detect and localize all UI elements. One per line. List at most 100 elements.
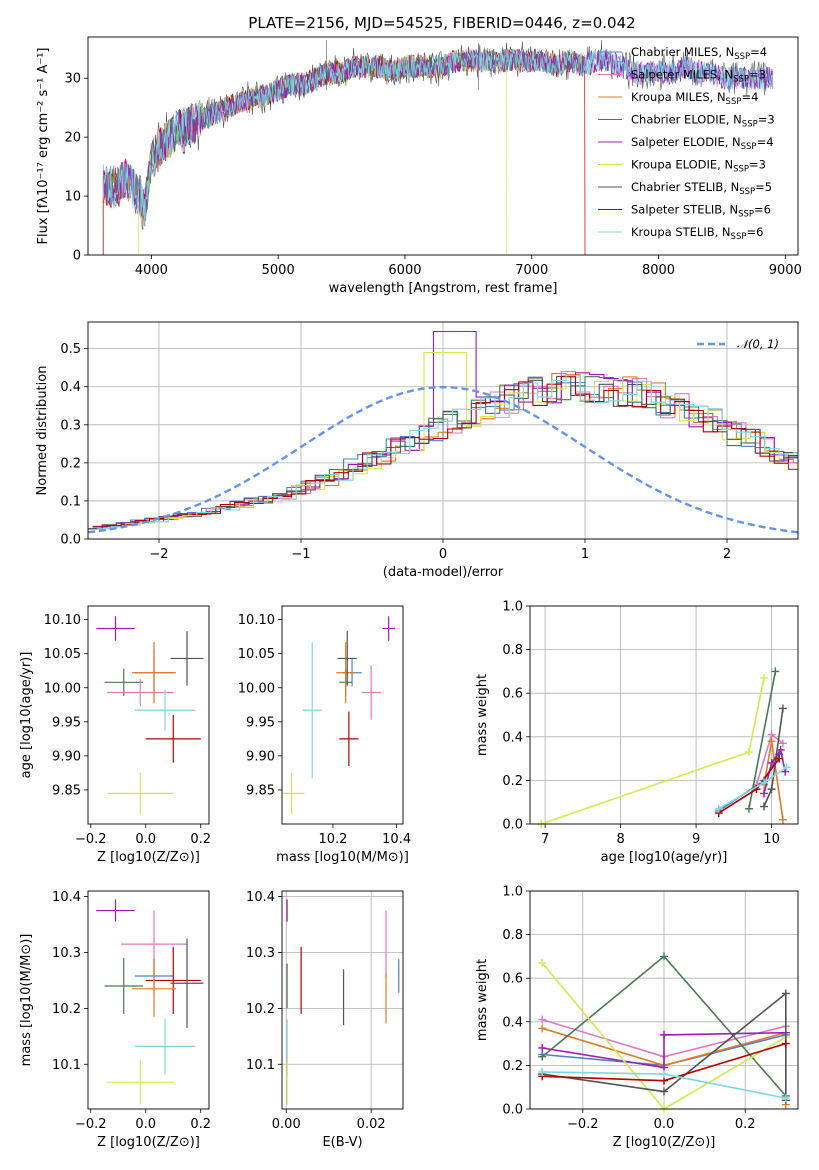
spectrum-series-line: [102, 48, 773, 227]
error-bar-point: [337, 631, 357, 686]
x-tick-label: 8: [616, 832, 624, 847]
error-bar-point: [145, 946, 201, 1014]
y-tick-label: 0.6: [502, 972, 523, 987]
normal-curve: [88, 385, 798, 534]
y-tick-label: 20: [64, 131, 81, 146]
x-tick-label: 0.2: [190, 832, 211, 847]
figure-title: PLATE=2156, MJD=54525, FIBERID=0446, z=0…: [248, 14, 635, 32]
x-tick-label: −2: [149, 547, 168, 562]
error-bar-point: [170, 938, 204, 1028]
panel-weight-vs-age: 7 8 9 10 0.0 0.2 0.4 0.6 0.8 1.0 age [log10(age/yr…: [475, 600, 799, 865]
histogram-step: [97, 351, 798, 530]
weight-marker: [744, 748, 753, 757]
panel-age-vs-Z: −0.2 0.0 0.2 9.85 9.90 9.95 10.00 10.05 10.10 Z […: [19, 605, 211, 865]
legend-label-count: =4: [757, 135, 774, 149]
weight-marker: [538, 1024, 547, 1033]
panel-mass-vs-EBV: 0.00 0.02 10.1 10.2 10.3 10.4 E(B-V): [246, 890, 404, 1150]
axes-frame: [87, 36, 799, 256]
x-tick-label: 10.4: [382, 832, 411, 847]
y-tick-label: 9.90: [246, 749, 275, 764]
x-tick-label: 6000: [388, 263, 421, 278]
legend-label: Chabrier STELIB, NSSP=5: [631, 180, 772, 197]
error-bar-point: [336, 642, 356, 704]
legend-label: Kroupa ELODIE, NSSP=3: [631, 158, 766, 175]
legend-label-name: Salpeter MILES, N: [631, 68, 733, 82]
axes-frame: [529, 605, 799, 825]
y-axis-label: age [log10(age/yr)]: [19, 652, 34, 779]
y-tick-label: 0.2: [502, 774, 523, 789]
legend-label-name: Salpeter STELIB, N: [631, 203, 738, 217]
error-bar-point: [302, 642, 322, 779]
y-tick-label: 10.3: [52, 946, 81, 961]
legend-label-count: =5: [755, 180, 772, 194]
weight-marker: [760, 778, 769, 787]
legend-label: Chabrier ELODIE, NSSP=3: [631, 113, 775, 130]
error-bar-point: [282, 772, 305, 814]
legend-label: 𝒩(0, 1): [737, 337, 779, 351]
y-axis-label: mass weight: [475, 674, 490, 756]
legend-label-name: Chabrier MILES, N: [631, 45, 734, 59]
y-tick-label: 10.10: [44, 613, 81, 628]
x-tick-label: 4000: [135, 263, 168, 278]
weight-marker: [778, 739, 787, 748]
x-tick-label: 5000: [262, 263, 295, 278]
x-tick-label: −0.2: [75, 832, 107, 847]
x-tick-label: 0.00: [272, 1117, 301, 1132]
legend-label-name: Chabrier ELODIE, N: [631, 113, 742, 127]
x-axis-label: E(B-V): [322, 1135, 362, 1150]
y-tick-label: 30: [64, 72, 81, 87]
y-tick-label: 0.1: [60, 494, 81, 509]
x-tick-label: 7000: [515, 263, 548, 278]
error-bar-point: [104, 668, 143, 696]
y-tick-label: 9.85: [246, 783, 275, 798]
x-axis-label: Z [log10(Z/Z⊙)]: [613, 1135, 716, 1150]
error-bar-point: [132, 642, 176, 704]
legend-label-count: =3: [758, 113, 775, 127]
x-axis-label: age [log10(age/yr)]: [601, 850, 728, 865]
weight-marker: [538, 1052, 547, 1061]
y-axis-label: mass weight: [475, 959, 490, 1041]
error-bar-point: [132, 960, 176, 1017]
weight-marker: [744, 804, 753, 813]
weight-marker: [538, 1043, 547, 1052]
y-tick-label: 0.4: [502, 730, 523, 745]
weight-marker: [781, 989, 790, 998]
legend-label-subscript: SSP: [738, 210, 754, 220]
error-bar-point: [134, 1018, 196, 1075]
x-axis-label: Z [log10(Z/Z⊙)]: [97, 850, 200, 865]
weight-marker: [760, 673, 769, 682]
legend-label-subscript: SSP: [734, 52, 750, 62]
legend-label-count: =4: [750, 45, 767, 59]
x-tick-label: 0.0: [654, 1117, 675, 1132]
y-tick-label: 10.05: [238, 647, 275, 662]
weight-marker: [767, 737, 776, 746]
y-tick-label: 10: [64, 190, 81, 205]
y-tick-label: 0.8: [502, 928, 523, 943]
y-axis-label: mass [log10(M/M⊙)]: [19, 934, 34, 1067]
y-tick-label: 10.00: [238, 681, 275, 696]
legend-label-name: Kroupa STELIB, N: [631, 225, 731, 239]
weight-series-line: [541, 962, 787, 1109]
y-tick-label: 10.05: [44, 647, 81, 662]
error-bar-point: [382, 616, 396, 641]
weight-marker: [760, 802, 769, 811]
panel-weight-vs-Z: −0.2 0.0 0.2 0.0 0.2 0.4 0.6 0.8 1.0 Z [log10(Z/Z…: [475, 885, 799, 1150]
error-bar-point: [145, 715, 201, 763]
x-tick-label: 0.2: [190, 1117, 211, 1132]
legend-label-name: Salpeter ELODIE, N: [631, 135, 741, 149]
x-tick-label: 10: [763, 832, 780, 847]
legend-label-count: =6: [746, 225, 763, 239]
legend-label-name: Kroupa ELODIE, N: [631, 158, 733, 172]
y-tick-label: 0.2: [502, 1059, 523, 1074]
error-bar-point: [104, 958, 143, 1014]
y-tick-label: 0.4: [60, 380, 81, 395]
histogram-step: [97, 375, 798, 530]
legend-label-count: =6: [754, 203, 771, 217]
y-tick-label: 10.4: [246, 890, 275, 905]
axes-frame: [281, 890, 404, 1110]
legend-label-name: Kroupa MILES, N: [631, 90, 726, 104]
histogram-step: [97, 373, 798, 528]
legend-label-name: Chabrier STELIB, N: [631, 180, 739, 194]
x-tick-label: 2: [723, 547, 731, 562]
